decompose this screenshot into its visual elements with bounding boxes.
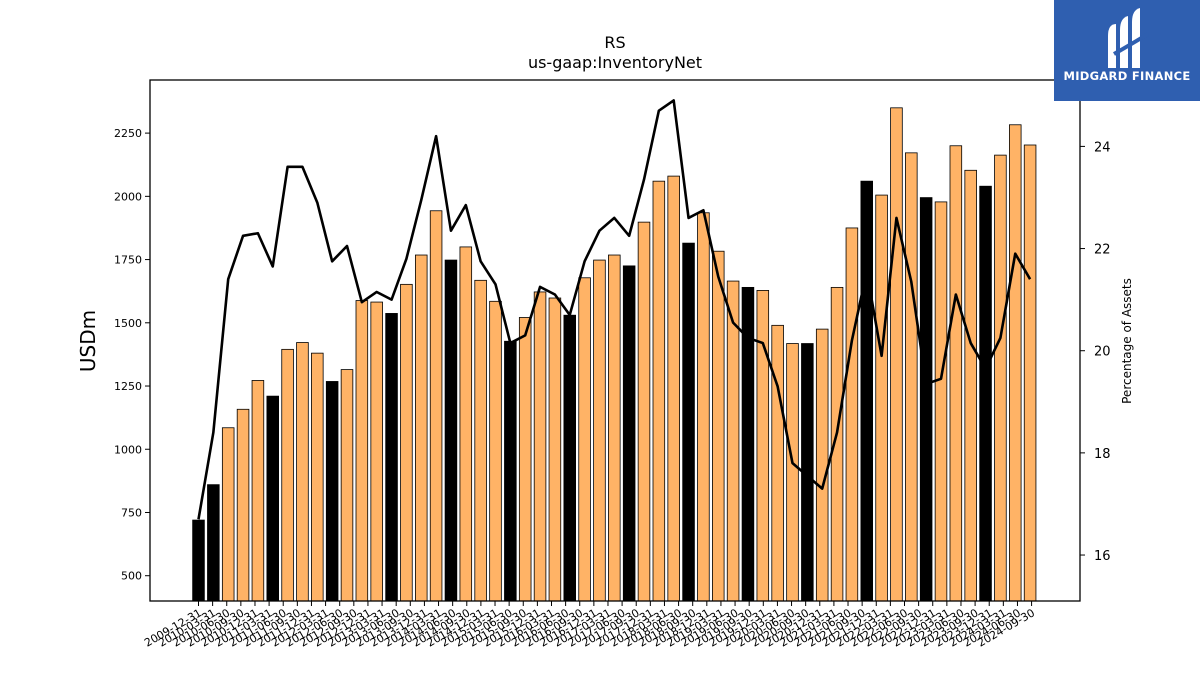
bar bbox=[964, 169, 977, 602]
y-tick-label: 1750 bbox=[114, 254, 142, 267]
bar bbox=[593, 259, 606, 602]
plot-frame bbox=[149, 79, 1081, 602]
y-tick-label: 1250 bbox=[114, 380, 142, 393]
series-line bbox=[197, 99, 1032, 520]
bar bbox=[563, 314, 577, 602]
y-tick-label: 500 bbox=[121, 570, 142, 583]
bar bbox=[414, 254, 428, 602]
bar bbox=[786, 343, 799, 602]
chart-subtitle: us-gaap:InventoryNet bbox=[528, 53, 702, 72]
bar bbox=[1009, 124, 1022, 602]
bar bbox=[815, 328, 829, 602]
bars-group bbox=[192, 107, 1037, 602]
bar bbox=[712, 250, 725, 602]
y-ticks-group: 500 750 1000 1250 1500 1750 2000 2250 bbox=[114, 127, 150, 583]
bar bbox=[251, 380, 265, 602]
bar bbox=[578, 277, 591, 602]
bar bbox=[340, 369, 354, 602]
axes-group bbox=[149, 79, 1081, 602]
bar bbox=[533, 291, 547, 602]
bar bbox=[459, 246, 473, 602]
bar bbox=[905, 152, 918, 602]
x-ticks-group: 2009-12-312010-03-312010-06-302010-09-30… bbox=[142, 601, 1037, 650]
y2-tick-label: 20 bbox=[1094, 345, 1111, 360]
bar bbox=[355, 300, 369, 602]
bar bbox=[400, 283, 413, 602]
bar bbox=[682, 242, 695, 602]
bar bbox=[266, 395, 279, 602]
bar bbox=[311, 352, 324, 602]
bar bbox=[622, 265, 636, 602]
bar bbox=[192, 519, 205, 602]
bar bbox=[370, 301, 383, 602]
y2-tick-label: 24 bbox=[1094, 140, 1111, 155]
y2-ticks-group: 16 18 20 22 24 bbox=[1080, 140, 1111, 564]
bar bbox=[637, 221, 651, 602]
y-tick-label: 2000 bbox=[114, 190, 142, 203]
bar bbox=[504, 340, 517, 602]
bar bbox=[385, 313, 398, 602]
y-axis-label: USDm bbox=[76, 310, 100, 372]
bar bbox=[444, 259, 458, 602]
y2-axis-label: Percentage of Assets bbox=[1120, 278, 1134, 404]
bar bbox=[296, 342, 309, 602]
bar bbox=[429, 210, 443, 602]
bar bbox=[548, 297, 562, 602]
bar bbox=[994, 154, 1007, 602]
bar bbox=[890, 107, 903, 602]
y-tick-label: 750 bbox=[121, 506, 142, 519]
bar bbox=[489, 300, 502, 602]
y-tick-label: 1500 bbox=[114, 317, 142, 330]
y2-tick-label: 16 bbox=[1094, 549, 1111, 564]
bar bbox=[949, 145, 963, 602]
bar bbox=[1023, 144, 1037, 602]
bar bbox=[207, 484, 220, 602]
brand-logo: MIDGARD FINANCE bbox=[1054, 0, 1200, 101]
y-tick-label: 2250 bbox=[114, 127, 142, 140]
bar bbox=[979, 185, 992, 602]
bar bbox=[875, 194, 888, 602]
y2-tick-label: 18 bbox=[1094, 447, 1111, 462]
y2-tick-label: 22 bbox=[1094, 243, 1111, 258]
bar bbox=[771, 324, 784, 602]
bar bbox=[919, 197, 933, 602]
brand-name: MIDGARD FINANCE bbox=[1063, 69, 1191, 83]
bar bbox=[474, 279, 487, 602]
bar bbox=[697, 212, 710, 602]
line-group bbox=[197, 99, 1032, 520]
bar bbox=[934, 201, 948, 602]
bar bbox=[726, 280, 740, 602]
bar bbox=[236, 408, 250, 602]
bar bbox=[756, 290, 770, 602]
chart-title: RS bbox=[604, 33, 625, 52]
bar bbox=[667, 175, 680, 602]
bar bbox=[325, 381, 339, 602]
bar bbox=[652, 180, 666, 602]
bar bbox=[221, 427, 235, 602]
bar bbox=[860, 180, 874, 602]
bar bbox=[608, 254, 621, 602]
bar bbox=[845, 227, 859, 602]
midgard-logo-icon bbox=[1108, 8, 1150, 68]
y-tick-label: 1000 bbox=[114, 443, 142, 456]
bar bbox=[518, 317, 532, 602]
bar bbox=[281, 348, 294, 602]
